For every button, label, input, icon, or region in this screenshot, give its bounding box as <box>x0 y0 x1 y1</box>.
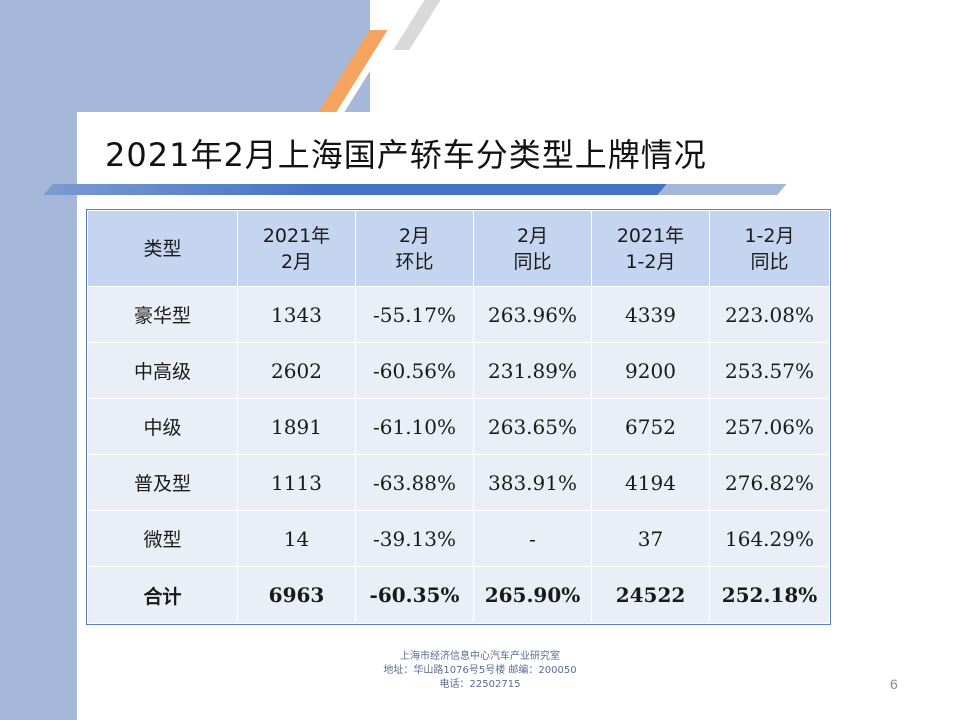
table-cell: 14 <box>237 510 356 567</box>
table-row: 豪华型 1343 -55.17% 263.96% 4339 223.08% <box>87 286 830 343</box>
table-row: 中高级 2602 -60.56% 231.89% 9200 253.57% <box>87 342 830 399</box>
table-cell: -55.17% <box>355 286 474 343</box>
table-cell: 252.18% <box>709 566 830 624</box>
title-card <box>77 112 783 184</box>
footer-phone: 电话：22502715 <box>439 679 521 690</box>
table-cell: 中高级 <box>87 342 238 399</box>
table-cell: 223.08% <box>709 286 830 343</box>
table-cell: 1113 <box>237 454 356 511</box>
table-cell: 普及型 <box>87 454 238 511</box>
table-cell: 豪华型 <box>87 286 238 343</box>
slide-title: 2021年2月上海国产轿车分类型上牌情况 <box>105 136 707 174</box>
table-cell: 37 <box>591 510 710 567</box>
table-cell: 合计 <box>87 566 238 624</box>
table-cell: 1891 <box>237 398 356 455</box>
table-row: 中级 1891 -61.10% 263.65% 6752 257.06% <box>87 398 830 455</box>
table-header-row: 类型 2021年 2月 2月 环比 2月 同比 2021年 1-2月 1-2月 … <box>87 210 830 287</box>
table-cell: 257.06% <box>709 398 830 455</box>
table-cell: -60.56% <box>355 342 474 399</box>
table-cell: 263.96% <box>473 286 592 343</box>
header-jan-feb-yoy: 1-2月 同比 <box>709 210 830 287</box>
table-cell: -61.10% <box>355 398 474 455</box>
title-underline-accent <box>657 184 787 195</box>
table-cell: 231.89% <box>473 342 592 399</box>
registration-table: 类型 2021年 2月 2月 环比 2月 同比 2021年 1-2月 1-2月 … <box>86 209 831 625</box>
header-feb-2021: 2021年 2月 <box>237 210 356 287</box>
header-feb-yoy: 2月 同比 <box>473 210 592 287</box>
header-feb-mom: 2月 环比 <box>355 210 474 287</box>
table-cell: 263.65% <box>473 398 592 455</box>
table-cell: 9200 <box>591 342 710 399</box>
left-decor-panel <box>0 0 77 720</box>
table-cell: 4194 <box>591 454 710 511</box>
table-cell: 265.90% <box>473 566 592 624</box>
table-cell: -60.35% <box>355 566 474 624</box>
table-row: 普及型 1113 -63.88% 383.91% 4194 276.82% <box>87 454 830 511</box>
footer-address: 地址：华山路1076号5号楼 邮编：200050 <box>383 665 577 676</box>
table-cell: 253.57% <box>709 342 830 399</box>
page-number: 6 <box>890 676 898 692</box>
footer-contact: 上海市经济信息中心汽车产业研究室 地址：华山路1076号5号楼 邮编：20005… <box>300 650 660 692</box>
table-cell: 6963 <box>237 566 356 624</box>
header-jan-feb-2021: 2021年 1-2月 <box>591 210 710 287</box>
table-cell: -39.13% <box>355 510 474 567</box>
table-total-row: 合计 6963 -60.35% 265.90% 24522 252.18% <box>87 566 830 624</box>
table-cell: -63.88% <box>355 454 474 511</box>
table-cell: 276.82% <box>709 454 830 511</box>
table-cell: 24522 <box>591 566 710 624</box>
table-cell: 中级 <box>87 398 238 455</box>
table-cell: 164.29% <box>709 510 830 567</box>
table-cell: 2602 <box>237 342 356 399</box>
footer-org: 上海市经济信息中心汽车产业研究室 <box>400 651 560 662</box>
table-cell: 6752 <box>591 398 710 455</box>
header-type: 类型 <box>87 210 238 287</box>
table-cell: 微型 <box>87 510 238 567</box>
table-cell: - <box>473 510 592 567</box>
table-cell: 4339 <box>591 286 710 343</box>
table-cell: 1343 <box>237 286 356 343</box>
title-underline-bar <box>43 184 753 195</box>
table-cell: 383.91% <box>473 454 592 511</box>
table-row: 微型 14 -39.13% - 37 164.29% <box>87 510 830 567</box>
